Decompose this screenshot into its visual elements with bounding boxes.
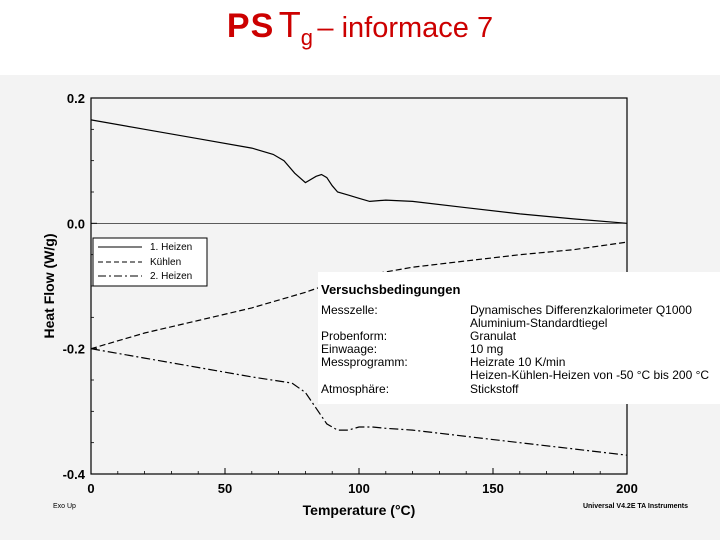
legend-label-kuehlen: Kühlen xyxy=(150,257,181,268)
condition-value: 10 mg xyxy=(470,342,504,356)
x-axis-label: Temperature (°C) xyxy=(303,502,416,518)
footer-left: Exo Up xyxy=(53,503,76,510)
condition-value: Dynamisches Differenzkalorimeter Q1000 xyxy=(470,303,692,317)
x-tick-label: 50 xyxy=(218,481,232,496)
legend-label-heizen1: 1. Heizen xyxy=(150,242,192,253)
series-line-3 xyxy=(90,348,628,456)
condition-label: Probenform: xyxy=(321,329,388,343)
conditions-heading: Versuchsbedingungen xyxy=(321,282,461,297)
title-rest: – informace 7 xyxy=(317,12,494,44)
condition-value: Heizrate 10 K/min xyxy=(470,355,566,369)
y-tick-label: 0.2 xyxy=(67,91,85,106)
condition-label: Messzelle: xyxy=(321,303,378,317)
footer-right: Universal V4.2E TA Instruments xyxy=(583,503,688,510)
x-tick-label: 0 xyxy=(87,481,94,496)
conditions-box: Versuchsbedingungen Messzelle: Dynamisch… xyxy=(318,272,720,404)
condition-value: Heizen-Kühlen-Heizen von -50 °C bis 200 … xyxy=(470,368,710,382)
legend-box xyxy=(92,237,208,287)
x-tick-label: 150 xyxy=(482,481,504,496)
axis-ticks: 0 50 100 150 200 0.2 0.0 -0.2 -0.4 xyxy=(63,91,638,496)
condition-label: Atmosphäre: xyxy=(321,382,390,396)
legend: 1. Heizen Kühlen 2. Heizen xyxy=(92,237,208,287)
condition-value: Aluminium-Standardtiegel xyxy=(470,316,608,330)
x-tick-label: 100 xyxy=(348,481,370,496)
y-tick-label: -0.4 xyxy=(63,467,86,482)
series-line-1 xyxy=(90,119,628,224)
title-t: T xyxy=(278,4,301,45)
title-ps: PS xyxy=(226,7,275,45)
legend-label-heizen2: 2. Heizen xyxy=(150,271,192,282)
x-tick-label: 200 xyxy=(616,481,638,496)
y-axis-label: Heat Flow (W/g) xyxy=(41,234,57,339)
slide-title: PS Tg – informace 7 xyxy=(0,4,720,51)
condition-value: Stickstoff xyxy=(470,382,519,396)
condition-label: Messprogramm: xyxy=(321,355,408,369)
condition-label: Einwaage: xyxy=(321,342,378,356)
title-subscript: g xyxy=(300,25,313,50)
y-tick-label: -0.2 xyxy=(63,342,85,357)
condition-value: Granulat xyxy=(470,329,517,343)
y-tick-label: 0.0 xyxy=(67,216,85,231)
